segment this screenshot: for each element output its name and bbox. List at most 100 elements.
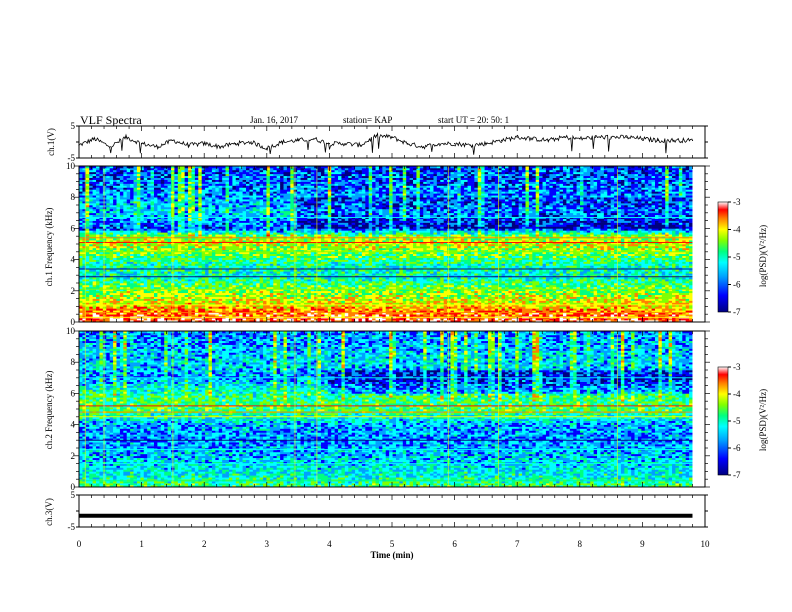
ch1-spectrogram-cell [276, 312, 281, 315]
ch1-spectrogram-cell [535, 314, 540, 317]
ch1-spectrogram-cell [600, 288, 605, 292]
ch1-spectrogram-cell [106, 298, 110, 301]
ch1-spectrogram-cell [665, 304, 669, 307]
ch1-spectrogram-cell [402, 271, 407, 274]
ch1-spectrogram-cell [327, 279, 332, 282]
ch1-spectrogram-cell [654, 310, 659, 313]
ch1-spectrogram-cell [672, 294, 676, 297]
ch1-spectrogram-cell [113, 312, 117, 315]
ch1-spectrogram-cell [443, 273, 448, 276]
ch1-spectrogram-cell [181, 277, 185, 280]
ch1-spectrogram-cell [147, 290, 151, 294]
ch1-spectrogram-cell [310, 312, 315, 315]
ch1-spectrogram-cell [481, 277, 485, 280]
ch1-waveform-point [454, 143, 456, 145]
ch1-spectrogram-cell [689, 283, 693, 286]
ch1-spectrogram-cell [201, 286, 206, 290]
ch1-spectrogram-cell [491, 296, 496, 299]
ch1-spectrogram-cell [102, 304, 107, 307]
ch1-spectrogram-cell [457, 277, 462, 280]
ch1-spectrogram-cell [143, 279, 148, 282]
ch1-spectrogram-cell [450, 290, 455, 294]
ch1-spectrogram-cell [92, 281, 97, 284]
ch1-spectrogram-cell [457, 302, 462, 305]
ch1-spectrogram-cell [130, 292, 134, 295]
ch1-spectrogram-cell [566, 294, 571, 297]
ch1-spectrogram-cell [79, 284, 83, 288]
ch1-spectrogram-cell [109, 284, 114, 288]
ch1-spectrogram-cell [562, 283, 567, 286]
ch1-spectrogram-cell [198, 310, 202, 313]
ch1-spectrogram-cell [368, 308, 373, 311]
ch1-spectrogram-cell [344, 308, 349, 311]
ch1-spectrogram-cell [228, 286, 233, 290]
ch1-spectrogram-cell [522, 286, 526, 290]
ch1-spectrogram-cell [150, 304, 155, 307]
ch1-spectrogram-cell [474, 292, 479, 295]
ch1-spectrogram-cell [498, 320, 502, 323]
ch1-spectrogram-cell [395, 310, 400, 313]
ch1-spectrogram-cell [603, 277, 608, 280]
ch1-spectrogram-cell [426, 279, 431, 282]
ch1-spectrogram-cell [191, 298, 196, 301]
ch1-spectrogram-cell [395, 290, 400, 294]
ch1-spectrogram-cell [399, 290, 404, 294]
ch1-spectrogram-cell [453, 298, 458, 301]
ch1-spectrogram-cell [143, 302, 148, 305]
ch1-spectrogram-cell [344, 302, 349, 305]
ch1-spectrogram-cell [481, 273, 485, 276]
ch1-spectrogram-cell [344, 273, 349, 276]
ch1-spectrogram-cell [205, 273, 209, 276]
ch1-spectrogram-cell [119, 284, 124, 288]
ch1-spectrogram-cell [573, 300, 577, 303]
ch1-spectrogram-cell [389, 281, 393, 284]
ch1-spectrogram-cell [263, 300, 267, 303]
ch1-spectrogram-cell [130, 283, 134, 286]
ch1-spectrogram-cell [143, 273, 148, 276]
ch1-spectrogram-cell [654, 279, 659, 282]
ch1-spectrogram-cell [491, 312, 496, 315]
ch1-spectrogram-cell [79, 294, 83, 297]
ch1-spectrogram-cell [631, 304, 635, 307]
ch1-spectrogram-cell [259, 310, 264, 313]
ch1-spectrogram-cell [286, 269, 291, 272]
ch1-spectrogram-cell [532, 284, 536, 288]
ch1-spectrogram-cell [252, 269, 257, 272]
ch1-spectrogram-cell [426, 269, 431, 272]
ch1-spectrogram-cell [566, 310, 571, 313]
ch1-spectrogram-cell [597, 302, 601, 305]
ch1-spectrogram-cell [314, 302, 318, 305]
ch1-spectrogram-cell [96, 292, 100, 295]
ch1-spectrogram-cell [351, 310, 356, 313]
ch1-spectrogram-cell [569, 269, 574, 272]
ch1-spectrogram-cell [140, 314, 145, 317]
ch1-spectrogram-cell [205, 279, 209, 282]
ch1-spectrogram-cell [389, 304, 393, 307]
ch1-spectrogram-cell [491, 290, 496, 294]
ch1-spectrogram-cell [436, 314, 441, 317]
ch1-waveform-point [485, 143, 487, 145]
ch1-spectrogram-cell [545, 288, 550, 292]
ch1-spectrogram-cell [263, 284, 267, 288]
ch1-spectrogram-cell [113, 310, 117, 313]
ch1-spectrogram-cell [259, 300, 264, 303]
ch1-spectrogram-cell [665, 271, 669, 274]
ch1-spectrogram-cell [460, 318, 465, 321]
ch1-spectrogram-cell [228, 318, 233, 321]
ch1-spectrogram-cell [689, 273, 693, 276]
ch1-spectrogram-cell [194, 306, 199, 309]
ch1-spectrogram-cell [580, 281, 584, 284]
ch1-spectrogram-cell [327, 312, 332, 315]
ch1-spectrogram-cell [246, 288, 250, 292]
ch1-spectrogram-cell [505, 286, 509, 290]
ch1-spectrogram-cell [474, 314, 479, 317]
ch1-spectrogram-cell [430, 281, 434, 284]
ch1-spectrogram-cell [351, 286, 356, 290]
ch1-spectrogram-cell [494, 294, 499, 297]
ch1-spectrogram-cell [607, 290, 611, 294]
ch1-spectrogram-cell [580, 284, 584, 288]
ch1-spectrogram-cell [225, 318, 230, 321]
ch1-spectrogram-cell [535, 312, 540, 315]
ch1-spectrogram-cell [242, 296, 247, 299]
ch1-spectrogram-cell [361, 284, 366, 288]
